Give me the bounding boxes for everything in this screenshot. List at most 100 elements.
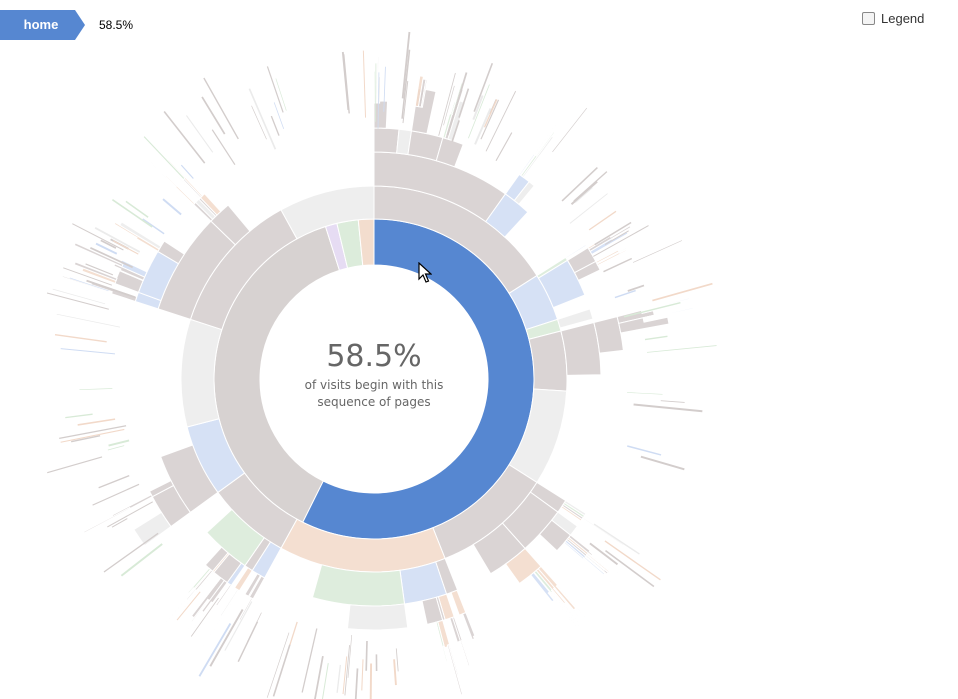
- sunburst-fine-arc[interactable]: [605, 550, 655, 588]
- sunburst-fine-arc[interactable]: [251, 105, 267, 140]
- sunburst-arc-end[interactable]: [534, 119, 561, 156]
- sunburst-fine-arc[interactable]: [647, 345, 717, 353]
- sunburst-fine-arc[interactable]: [47, 456, 103, 474]
- sunburst-arc-product[interactable]: [213, 616, 237, 656]
- sunburst-fine-arc[interactable]: [589, 542, 619, 566]
- sunburst-arc-search[interactable]: [442, 645, 458, 696]
- sunburst-fine-arc[interactable]: [65, 413, 93, 419]
- sunburst-fine-arc[interactable]: [632, 240, 683, 263]
- sunburst-fine-arc[interactable]: [395, 648, 399, 672]
- sunburst-fine-arc[interactable]: [593, 523, 640, 555]
- sunburst-fine-arc[interactable]: [383, 66, 386, 112]
- sunburst-fine-arc[interactable]: [301, 628, 318, 693]
- sunburst-fine-arc[interactable]: [95, 242, 118, 255]
- sunburst-fine-arc[interactable]: [594, 221, 632, 246]
- sunburst-arc-search[interactable]: [586, 552, 625, 584]
- sunburst-fine-arc[interactable]: [59, 425, 127, 440]
- sunburst-fine-arc[interactable]: [237, 621, 259, 663]
- sunburst-fine-arc[interactable]: [401, 31, 411, 99]
- sunburst-fine-arc[interactable]: [176, 591, 201, 621]
- sunburst-fine-arc[interactable]: [211, 129, 236, 165]
- sunburst-fine-arc[interactable]: [336, 664, 342, 693]
- sunburst-arc-search[interactable]: [420, 78, 428, 108]
- sunburst-fine-arc[interactable]: [201, 96, 226, 135]
- sunburst-fine-arc[interactable]: [272, 644, 291, 697]
- sunburst-fine-arc[interactable]: [86, 279, 136, 299]
- sunburst-arc-end[interactable]: [472, 635, 490, 675]
- sunburst-arc-search[interactable]: [584, 555, 610, 578]
- sunburst-arc-product[interactable]: [583, 515, 614, 537]
- sunburst-arc-other[interactable]: [504, 563, 521, 585]
- sunburst-arc-end[interactable]: [521, 135, 555, 179]
- sunburst-fine-arc[interactable]: [574, 187, 593, 204]
- sunburst-fine-arc[interactable]: [468, 84, 490, 139]
- sunburst-arc-search[interactable]: [163, 588, 196, 626]
- sunburst-fine-arc[interactable]: [561, 166, 598, 202]
- sunburst-fine-arc[interactable]: [163, 111, 206, 164]
- sunburst-fine-arc[interactable]: [347, 634, 353, 678]
- sunburst-arc-search[interactable]: [528, 330, 568, 392]
- sunburst-fine-arc[interactable]: [314, 655, 324, 699]
- sunburst-arc-end[interactable]: [556, 308, 594, 329]
- sunburst-fine-arc[interactable]: [458, 88, 470, 118]
- sunburst-arc-search[interactable]: [73, 242, 124, 268]
- sunburst-fine-arc[interactable]: [54, 333, 107, 343]
- sunburst-fine-arc[interactable]: [92, 483, 140, 506]
- sunburst-fine-arc[interactable]: [633, 403, 703, 413]
- sunburst-arc-product[interactable]: [641, 303, 682, 315]
- sunburst-fine-arc[interactable]: [180, 164, 194, 179]
- sunburst-fine-arc[interactable]: [495, 132, 513, 162]
- sunburst-fine-arc[interactable]: [273, 102, 285, 130]
- sunburst-fine-arc[interactable]: [365, 640, 368, 671]
- sunburst-arc-search[interactable]: [533, 122, 557, 155]
- sunburst-fine-arc[interactable]: [652, 282, 713, 302]
- sunburst-arc-product[interactable]: [555, 585, 592, 626]
- sunburst-fine-arc[interactable]: [604, 230, 629, 245]
- sunburst-arc-search[interactable]: [164, 157, 186, 180]
- sunburst-fine-arc[interactable]: [120, 543, 163, 577]
- sunburst-arc-account[interactable]: [201, 610, 227, 649]
- sunburst-arc-search[interactable]: [582, 557, 614, 585]
- sunburst-fine-arc[interactable]: [627, 445, 662, 456]
- sunburst-fine-arc[interactable]: [266, 632, 290, 698]
- sunburst-arc-end[interactable]: [280, 185, 375, 240]
- sunburst-arc-product[interactable]: [178, 590, 199, 616]
- sunburst-arc-other[interactable]: [311, 564, 406, 607]
- sunburst-fine-arc[interactable]: [85, 263, 114, 276]
- sunburst-fine-arc[interactable]: [573, 171, 608, 202]
- sunburst-arc-end[interactable]: [147, 141, 185, 181]
- sunburst-fine-arc[interactable]: [317, 663, 329, 699]
- sunburst-arc-search[interactable]: [227, 619, 241, 642]
- sunburst-fine-arc[interactable]: [90, 247, 133, 269]
- sunburst-fine-arc[interactable]: [569, 193, 608, 224]
- sunburst-fine-arc[interactable]: [60, 428, 125, 443]
- sunburst-fine-arc[interactable]: [354, 668, 359, 699]
- sunburst-fine-arc[interactable]: [603, 257, 633, 273]
- sunburst-arc-search[interactable]: [547, 592, 579, 631]
- sunburst-arc-search[interactable]: [618, 235, 654, 254]
- sunburst-arc-account[interactable]: [522, 154, 542, 179]
- sunburst-arc-product[interactable]: [604, 528, 644, 555]
- sunburst-fine-arc[interactable]: [289, 621, 298, 646]
- sunburst-fine-arc[interactable]: [69, 277, 109, 292]
- sunburst-arc-search[interactable]: [560, 321, 602, 376]
- sunburst-fine-arc[interactable]: [275, 78, 287, 111]
- sunburst-arc-search[interactable]: [609, 219, 640, 238]
- sunburst-fine-arc[interactable]: [644, 335, 668, 341]
- sunburst-arc-end[interactable]: [138, 150, 177, 188]
- sunburst-arc-end[interactable]: [535, 122, 561, 157]
- sunburst-fine-arc[interactable]: [627, 284, 645, 292]
- sunburst-arc-search[interactable]: [172, 587, 195, 613]
- sunburst-arc-account[interactable]: [585, 554, 606, 571]
- sunburst-arc-search[interactable]: [102, 216, 138, 239]
- sunburst-fine-arc[interactable]: [451, 120, 460, 142]
- sunburst-arc-product[interactable]: [565, 245, 588, 260]
- sunburst-fine-arc[interactable]: [627, 392, 663, 395]
- sunburst-fine-arc[interactable]: [125, 200, 149, 218]
- sunburst-fine-arc[interactable]: [111, 518, 128, 528]
- sunburst-fine-arc[interactable]: [107, 445, 125, 451]
- sunburst-fine-arc[interactable]: [94, 227, 141, 253]
- sunburst-fine-arc[interactable]: [660, 400, 685, 403]
- sunburst-fine-arc[interactable]: [593, 225, 649, 257]
- sunburst-fine-arc[interactable]: [198, 623, 232, 677]
